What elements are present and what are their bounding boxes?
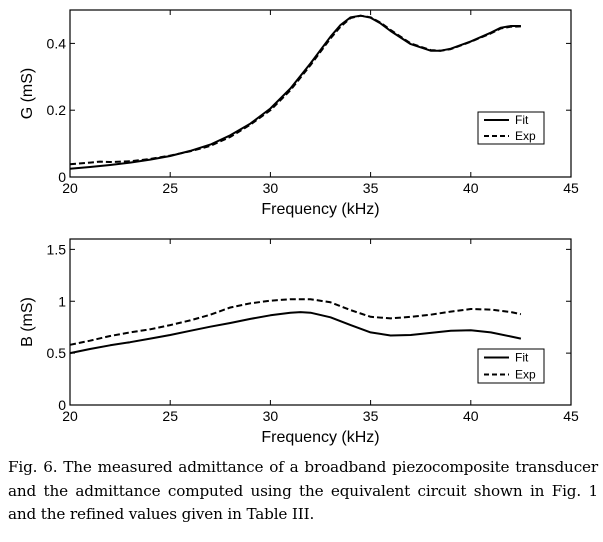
top-x-tick-label: 40	[463, 180, 479, 196]
figure-svg: 20 25 30 35 40 45 0 0.2 0.4 Frequency (kHz) G (mS)…	[19, 9, 579, 446]
bottom-y-axis-title: B (mS)	[19, 297, 36, 347]
bottom-x-tick-label: 25	[162, 408, 178, 424]
top-x-tick-label: 45	[563, 180, 579, 196]
top-y-tick-label: 0.4	[47, 35, 67, 51]
top-series-line-fit	[69, 14, 521, 170]
top-legend: Fit Exp	[477, 111, 545, 145]
bottom-series-line-exp	[69, 298, 522, 346]
top-series-line-exp	[69, 14, 521, 166]
bottom-y-tick-label: 1	[58, 293, 66, 309]
top-x-tick-label: 30	[263, 180, 279, 196]
top-x-axis-title: Frequency (kHz)	[261, 201, 379, 218]
top-y-tick-label: 0	[58, 169, 66, 185]
bottom-x-tick-label: 30	[263, 408, 279, 424]
top-x-tick-label: 20	[62, 180, 78, 196]
figure-caption: Fig. 6. The measured admittance of a bro…	[8, 458, 598, 523]
bottom-y-tick-label: 0.5	[47, 345, 67, 361]
top-x-tick-label: 35	[363, 180, 379, 196]
top-legend-box	[477, 111, 545, 145]
bottom-x-tick-label: 40	[463, 408, 479, 424]
bottom-plot-frame	[69, 238, 572, 406]
bottom-x-axis-title: Frequency (kHz)	[261, 429, 379, 446]
top-legend-label-fit: Fit	[515, 113, 529, 127]
top-y-axis-title: G (mS)	[19, 68, 36, 120]
bottom-chart: 20 25 30 35 40 45 0 0.5 1 1.5 Frequency (kHz) B (mS…	[19, 238, 579, 446]
top-x-tick-label: 25	[162, 180, 178, 196]
bottom-y-tick-label: 0	[58, 397, 66, 413]
bottom-legend: Fit Exp	[477, 348, 545, 384]
bottom-x-tick-label: 35	[363, 408, 379, 424]
bottom-x-tick-label: 45	[563, 408, 579, 424]
top-plot-frame	[69, 9, 572, 178]
bottom-series-line-fit	[69, 311, 522, 355]
bottom-legend-label-fit: Fit	[515, 351, 529, 365]
bottom-y-tick-label: 1.5	[47, 241, 67, 257]
top-y-tick-label: 0.2	[47, 102, 67, 118]
bottom-legend-label-exp: Exp	[515, 368, 536, 382]
bottom-legend-box	[477, 348, 545, 384]
bottom-x-tick-label: 20	[62, 408, 78, 424]
top-chart: 20 25 30 35 40 45 0 0.2 0.4 Frequency (kHz) G (mS)…	[19, 9, 579, 218]
top-legend-label-exp: Exp	[515, 129, 536, 143]
